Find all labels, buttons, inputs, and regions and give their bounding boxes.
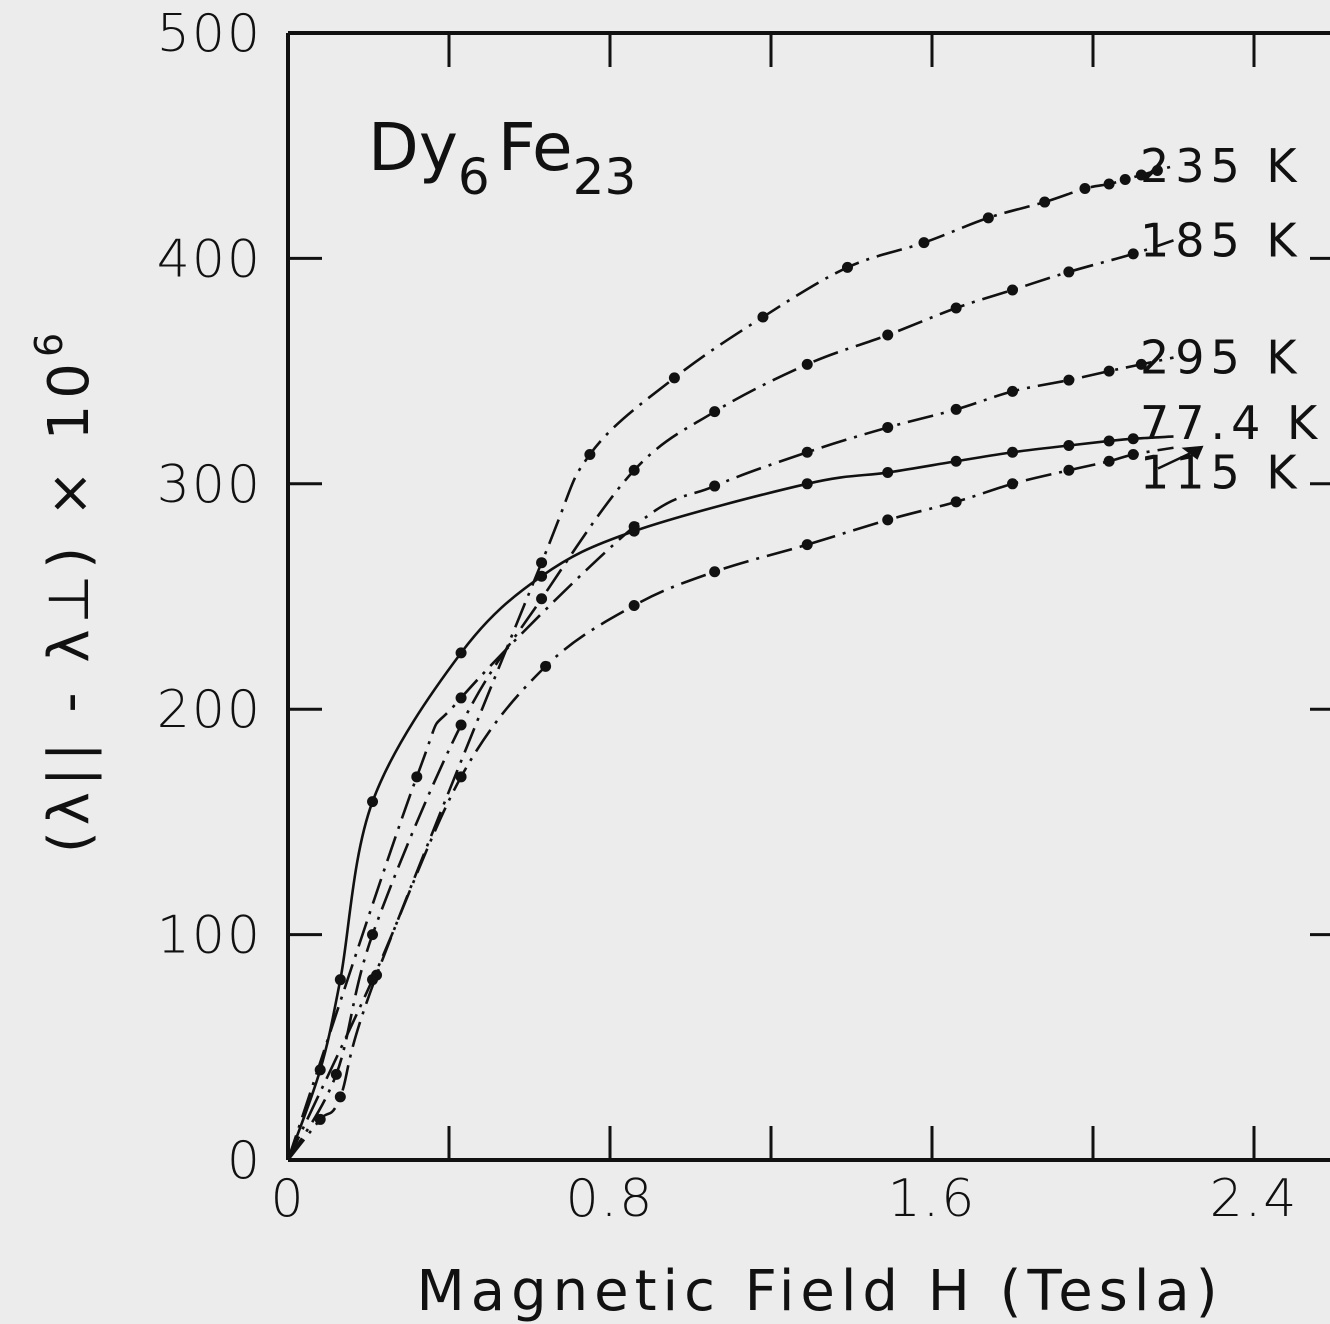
point-295K — [950, 403, 962, 415]
point-185K — [628, 464, 640, 476]
point-774K — [455, 647, 467, 659]
point-115K — [455, 771, 467, 783]
x-tick-label: 0 — [270, 1169, 305, 1229]
point-115K — [801, 539, 813, 551]
point-185K — [1007, 284, 1018, 296]
point-235K — [668, 372, 680, 384]
point-774K — [367, 796, 379, 808]
y-tick-label: 400 — [157, 229, 262, 289]
curve-115K — [286, 446, 1174, 1161]
x-tick-label: 1.6 — [888, 1169, 977, 1229]
point-774K — [334, 974, 346, 986]
curve-774K — [286, 435, 1174, 1161]
point-115K — [1103, 455, 1115, 467]
title-part-fe: Fe — [498, 109, 573, 186]
point-115K — [950, 496, 962, 508]
point-115K — [1127, 448, 1139, 460]
point-185K — [536, 593, 548, 605]
label-774K: 77.4 K — [1140, 396, 1323, 450]
point-774K — [314, 1064, 326, 1076]
point-295K — [411, 771, 423, 783]
point-774K — [1127, 433, 1139, 445]
y-axis-title: (λ|| - λ⊥) × 106 — [27, 327, 102, 853]
curve-295K — [286, 356, 1174, 1161]
point-235K — [334, 1091, 346, 1103]
curve-235K — [286, 164, 1174, 1161]
point-235K — [1119, 174, 1131, 186]
point-295K — [882, 421, 894, 433]
point-115K — [1063, 464, 1075, 476]
title-part-dy: Dy — [368, 109, 458, 186]
x-axis-title: Magnetic Field H (Tesla) — [416, 1259, 1223, 1324]
point-235K — [1039, 196, 1051, 208]
point-235K — [584, 448, 596, 460]
point-185K — [801, 358, 813, 370]
title-sub-6: 6 — [458, 148, 490, 206]
point-774K — [882, 467, 894, 479]
point-185K — [1127, 248, 1139, 260]
x-tick-label: 0.8 — [566, 1169, 655, 1229]
point-115K — [709, 566, 721, 578]
point-774K — [1103, 435, 1115, 447]
point-774K — [536, 570, 548, 582]
chart-title: Dy6 Fe23 — [368, 109, 636, 206]
axes — [286, 31, 1330, 1162]
point-235K — [1103, 178, 1115, 190]
y-axis-title-main: (λ|| - λ⊥) × 10 — [37, 357, 102, 853]
point-235K — [1079, 183, 1091, 195]
point-185K — [330, 1068, 342, 1080]
point-235K — [841, 261, 853, 273]
point-235K — [757, 311, 769, 323]
x-tick-label: 2.4 — [1210, 1169, 1299, 1229]
y-tick-label: 300 — [157, 455, 262, 515]
point-295K — [1135, 358, 1147, 370]
point-185K — [455, 719, 467, 731]
point-185K — [1063, 266, 1075, 278]
point-235K — [918, 237, 930, 249]
point-295K — [1103, 365, 1115, 377]
y-tick-label: 200 — [157, 680, 262, 740]
curve-185K — [286, 239, 1174, 1161]
point-185K — [950, 302, 962, 314]
y-tick-label: 0 — [227, 1131, 262, 1191]
label-235K: 235 K — [1140, 139, 1303, 193]
point-115K — [882, 514, 894, 526]
label-115K: 115 K — [1140, 446, 1303, 500]
point-115K — [628, 600, 640, 612]
point-235K — [982, 212, 994, 224]
point-295K — [801, 446, 813, 458]
point-185K — [709, 406, 721, 418]
label-arrow-115K — [1157, 450, 1195, 470]
label-295K: 295 K — [1140, 331, 1303, 385]
y-tick-label: 500 — [157, 4, 262, 64]
point-774K — [1007, 446, 1018, 458]
ticks: 0 0.8 1.6 2.4 0 100 200 300 400 500 — [157, 4, 1330, 1229]
point-774K — [950, 455, 962, 467]
curves — [286, 164, 1174, 1161]
point-115K — [367, 974, 379, 986]
label-185K: 185 K — [1140, 213, 1303, 267]
data-points — [314, 164, 1163, 1125]
point-235K — [1151, 164, 1163, 176]
point-185K — [367, 929, 379, 941]
point-115K — [1007, 478, 1018, 490]
point-774K — [628, 525, 640, 537]
point-295K — [1063, 374, 1075, 386]
point-774K — [1063, 439, 1075, 451]
point-235K — [314, 1113, 326, 1125]
point-235K — [1135, 169, 1147, 181]
label-arrowhead-115K — [1181, 445, 1204, 460]
point-185K — [882, 329, 894, 341]
point-774K — [801, 478, 813, 490]
point-295K — [455, 692, 467, 704]
point-115K — [540, 660, 552, 672]
point-295K — [1007, 385, 1018, 397]
title-sub-23: 23 — [573, 148, 637, 206]
point-235K — [536, 557, 548, 569]
point-295K — [709, 480, 721, 492]
y-tick-label: 100 — [157, 906, 262, 966]
y-axis-title-exponent: 6 — [27, 327, 71, 357]
